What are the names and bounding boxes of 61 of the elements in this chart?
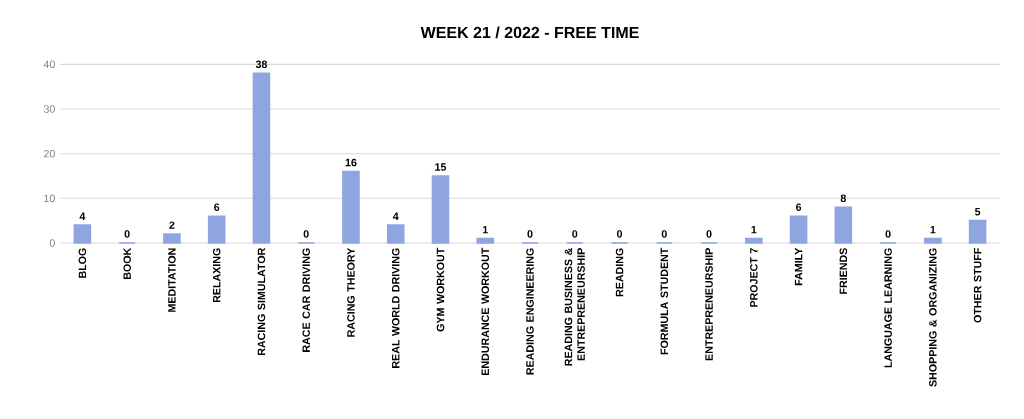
x-tick-label: REAL WORLD DRIVING <box>391 248 400 368</box>
x-tick-label: GYM WORKOUT <box>436 247 445 332</box>
x-tick-label: READING <box>615 248 624 297</box>
bar <box>73 224 92 244</box>
x-tick-label: LANGUAGE LEARNING <box>884 248 892 368</box>
data-label: 0 <box>572 230 578 238</box>
data-label: 38 <box>255 60 268 69</box>
data-label: 0 <box>616 230 623 238</box>
bar <box>342 170 360 244</box>
bar <box>207 215 226 244</box>
data-label: 8 <box>840 194 846 203</box>
data-label: 0 <box>885 230 891 238</box>
data-label: 16 <box>345 158 357 167</box>
bar <box>745 237 763 244</box>
bar <box>163 233 181 244</box>
y-tick-label: 0 <box>49 239 55 247</box>
data-label: 4 <box>79 212 86 220</box>
data-label: 1 <box>751 225 757 234</box>
chart-title: WEEK 21 / 2022 - FREE TIME <box>420 26 639 39</box>
y-tick-label: 40 <box>43 60 55 69</box>
bar <box>431 175 450 244</box>
x-tick-label: ENDURANCE WORKOUT <box>481 247 490 375</box>
data-label: 0 <box>303 230 309 238</box>
y-tick-label: 20 <box>43 149 55 158</box>
x-tick-label: MEDITATION <box>168 248 176 312</box>
data-label: 2 <box>169 221 175 229</box>
bar <box>789 215 808 244</box>
data-label: 0 <box>527 230 533 238</box>
data-label: 0 <box>124 230 130 238</box>
x-tick-label: RACING SIMULATOR <box>257 247 266 356</box>
x-tick-label: RACING THEORY <box>347 247 355 337</box>
bar <box>476 237 495 244</box>
x-tick-label: READING BUSINESS & ENTREPRENEURSHIP <box>564 248 585 366</box>
x-tick-label: PROJECT 7 <box>750 248 758 307</box>
x-tick-label: FORMULA STUDENT <box>660 247 669 355</box>
bar <box>924 237 942 244</box>
data-label: 6 <box>796 203 802 211</box>
data-label: 15 <box>435 163 447 171</box>
x-tick-label: RELAXING <box>212 248 221 303</box>
data-label: 5 <box>974 207 981 216</box>
bar <box>968 219 987 244</box>
data-label: 4 <box>392 212 399 220</box>
x-tick-label: OTHER STUFF <box>973 248 982 323</box>
x-tick-label: BOOK <box>123 247 131 279</box>
y-tick-label: 30 <box>43 105 55 113</box>
x-tick-label: RACE CAR DRIVING <box>302 248 310 352</box>
x-tick-label: READING ENGINEERING <box>526 248 534 375</box>
data-label: 1 <box>930 225 936 234</box>
data-label: 0 <box>661 230 667 238</box>
bar <box>386 224 405 244</box>
x-tick-label: FRIENDS <box>839 248 848 294</box>
bar <box>834 206 853 244</box>
data-label: 0 <box>706 230 712 238</box>
x-tick-label: SHOPPING & ORGANIZING <box>929 248 937 387</box>
data-label: 6 <box>214 203 220 211</box>
x-tick-label: ENTREPRENEURSHIP <box>705 248 713 361</box>
y-tick-label: 10 <box>44 194 55 203</box>
bar <box>252 72 271 244</box>
data-label: 1 <box>482 225 488 234</box>
x-tick-label: FAMILY <box>794 247 803 286</box>
x-tick-label: BLOG <box>78 248 87 278</box>
